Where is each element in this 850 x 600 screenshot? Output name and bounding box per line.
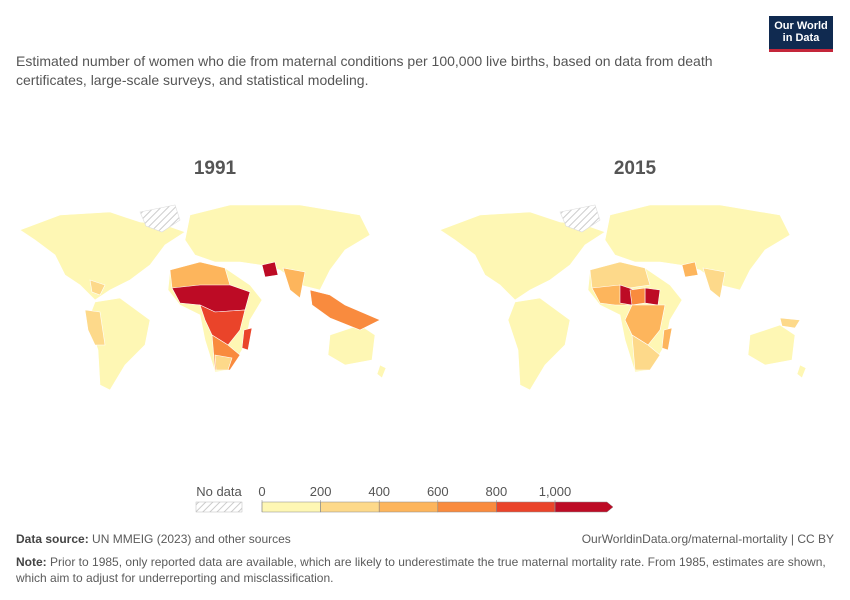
source-text: UN MMEIG (2023) and other sources — [92, 532, 291, 546]
legend-bin — [437, 501, 497, 513]
map-title: 2015 — [614, 158, 657, 179]
legend-arrow — [554, 501, 614, 513]
legend-label: 1,000 — [539, 484, 572, 499]
logo-line: Our World — [774, 20, 828, 32]
map-title: 1991 — [194, 158, 237, 179]
note: Note: Prior to 1985, only reported data … — [16, 554, 831, 586]
no-data-label: No data — [196, 484, 242, 499]
subtitle: Estimated number of women who die from m… — [16, 53, 713, 88]
note-label: Note: — [16, 555, 47, 569]
maps: 1991 2015 No data 0 200 400 600 800 1,000 — [19, 158, 807, 513]
logo-line: in Data — [782, 32, 820, 44]
no-data-swatch — [195, 501, 243, 513]
url[interactable]: OurWorldinData.org/maternal-mortality | … — [581, 532, 834, 546]
legend-label: 600 — [427, 484, 449, 499]
legend-bin — [378, 501, 439, 513]
legend-bin — [320, 501, 380, 513]
legend-label: 200 — [310, 484, 332, 499]
legend-bin — [261, 501, 321, 513]
map-2015 — [439, 204, 807, 391]
legend-label: 400 — [368, 484, 390, 499]
legend-bin — [496, 501, 556, 513]
note-text: Prior to 1985, only reported data are av… — [16, 555, 826, 585]
logo[interactable]: Our World in Data — [769, 16, 833, 52]
source-label: Data source: — [16, 532, 89, 546]
map-1991 — [19, 204, 387, 391]
legend-label: 0 — [258, 484, 265, 499]
source: Data source: UN MMEIG (2023) and other s… — [16, 532, 291, 546]
legend-label: 800 — [486, 484, 508, 499]
